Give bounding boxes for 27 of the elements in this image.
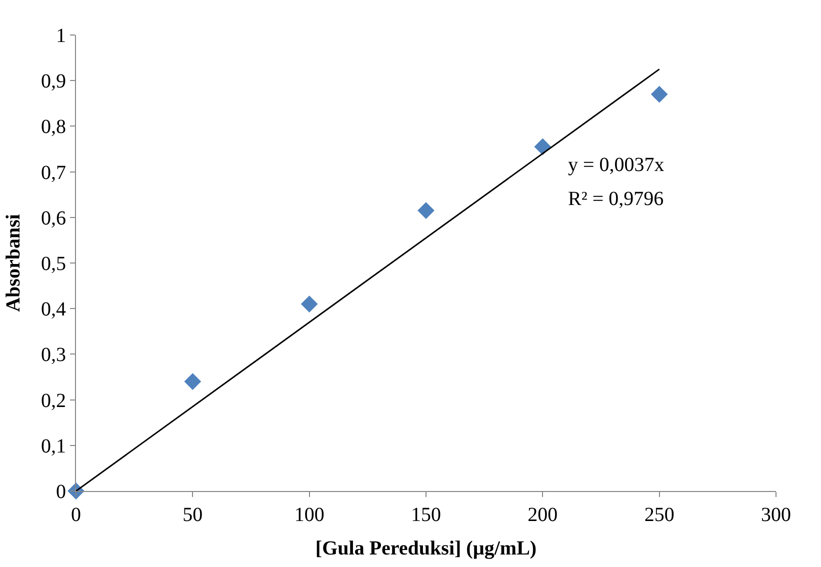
x-tick-label: 150 <box>411 504 441 526</box>
x-tick-label: 250 <box>644 504 674 526</box>
annotation: y = 0,0037x <box>568 154 664 176</box>
y-tick-label: 0,2 <box>41 390 66 412</box>
y-tick-label: 0,4 <box>41 298 66 321</box>
point <box>650 86 668 103</box>
x-tick-label: 50 <box>182 504 203 526</box>
y-axis-title: Absorbansi <box>2 214 24 312</box>
x-tick-label: 0 <box>71 504 81 526</box>
point <box>534 138 552 156</box>
y-tick-label: 0 <box>56 481 66 503</box>
annotation: R² = 0,9796 <box>568 188 664 210</box>
y-tick-label: 0,7 <box>41 162 66 184</box>
y-tick-label: 0,1 <box>41 435 66 458</box>
x-tick-label: 100 <box>294 504 324 526</box>
y-tick-label: 1 <box>56 25 66 47</box>
y-tick-label: 0,9 <box>41 70 66 93</box>
x-tick-label: 300 <box>761 504 791 526</box>
x-tick-label: 200 <box>528 504 558 526</box>
y-tick-label: 0,3 <box>41 344 66 366</box>
y-tick-label: 0,8 <box>41 116 66 138</box>
x-axis-title: [Gula Pereduksi] (µg/mL) <box>315 538 537 560</box>
point <box>300 296 318 312</box>
point <box>184 373 202 390</box>
y-tick-label: 0,6 <box>41 207 66 230</box>
y-tick-label: 0,5 <box>41 253 66 275</box>
point <box>418 202 434 220</box>
